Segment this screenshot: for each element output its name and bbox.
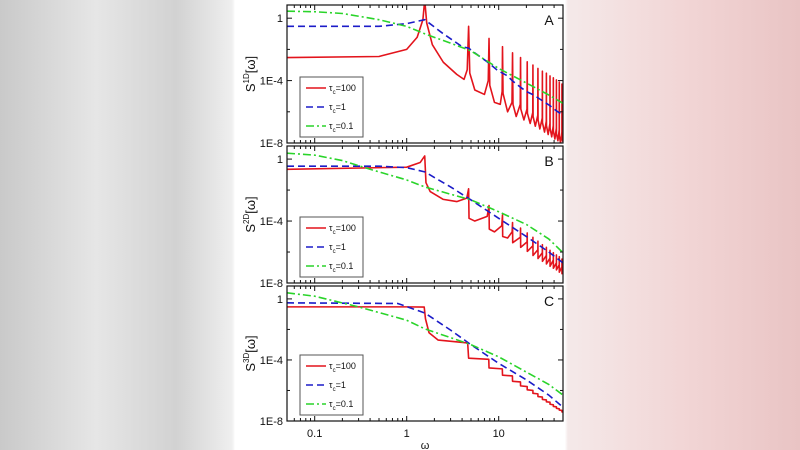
legend-subscript: c [333,90,336,96]
series-line-2 [287,10,563,105]
y-tick-label: 1E-8 [260,138,283,150]
legend-value: =0.1 [336,261,354,271]
y-label-superscript: 2D [242,214,251,224]
legend-subscript: c [333,368,336,374]
legend-label: τc=100 [329,83,356,96]
x-tick-label: 1 [404,428,410,440]
y-label-base: S [243,224,258,233]
y-tick-label: 1 [277,13,283,25]
y-tick-label: 1E-8 [260,416,283,428]
x-axis-label: ω [421,440,430,450]
y-tick-label: 1E-4 [260,76,283,88]
y-axis-label: S1D[ω] [242,56,258,92]
plot-frame [286,4,564,144]
legend-value: =100 [336,361,356,371]
legend-symbol: τ [329,121,333,131]
legend-symbol: τ [329,102,333,112]
panel-letter: B [544,153,553,169]
legend-label: τc=1 [329,380,346,393]
legend-value: =1 [336,242,346,252]
y-tick-label: 1E-4 [260,355,283,367]
legend-label: τc=100 [329,223,356,236]
legend-symbol: τ [329,361,333,371]
series-line-1 [287,165,563,264]
plot-frame [286,285,564,422]
x-tick-label: 10 [493,428,505,440]
legend-subscript: c [333,406,336,412]
legend-subscript: c [333,268,336,274]
legend-subscript: c [333,109,336,115]
legend-symbol: τ [329,380,333,390]
y-label-suffix: [ω] [243,56,258,73]
y-tick-label: 1 [277,294,283,306]
y-axis-label: S3D[ω] [242,335,258,371]
legend-value: =0.1 [336,121,354,131]
legend-symbol: τ [329,242,333,252]
legend-label: τc=0.1 [329,121,353,134]
legend-subscript: c [333,230,336,236]
legend-label: τc=1 [329,102,346,115]
legend-subscript: c [333,128,336,134]
legend-value: =1 [336,380,346,390]
legend-label: τc=100 [329,361,356,374]
legend-label: τc=0.1 [329,261,353,274]
series-line-1 [287,18,563,116]
legend-subscript: c [333,249,336,255]
legend-value: =1 [336,102,346,112]
legend-symbol: τ [329,399,333,409]
legend-subscript: c [333,387,336,393]
panel-letter: A [544,12,554,28]
legend-value: =100 [336,223,356,233]
y-label-base: S [243,363,258,372]
series-line-2 [287,152,563,254]
y-label-suffix: [ω] [243,196,258,213]
y-label-superscript: 3D [242,353,251,363]
legend-symbol: τ [329,261,333,271]
legend-label: τc=1 [329,242,346,255]
x-tick-label: 0.1 [307,428,322,440]
panel-letter: C [544,293,554,309]
plot-frame [286,145,564,284]
y-tick-label: 1E-4 [260,216,283,228]
legend-value: =0.1 [336,399,354,409]
y-tick-label: 1E-8 [260,278,283,290]
legend-symbol: τ [329,223,333,233]
y-label-superscript: 1D [242,73,251,83]
y-axis-label: S2D[ω] [242,196,258,232]
series-line-0 [287,5,563,143]
y-tick-label: 1 [277,154,283,166]
series-line-2 [287,292,563,396]
series-line-1 [287,302,563,408]
y-label-base: S [243,83,258,92]
y-label-suffix: [ω] [243,335,258,352]
legend-label: τc=0.1 [329,399,353,412]
legend-value: =100 [336,83,356,93]
legend-symbol: τ [329,83,333,93]
